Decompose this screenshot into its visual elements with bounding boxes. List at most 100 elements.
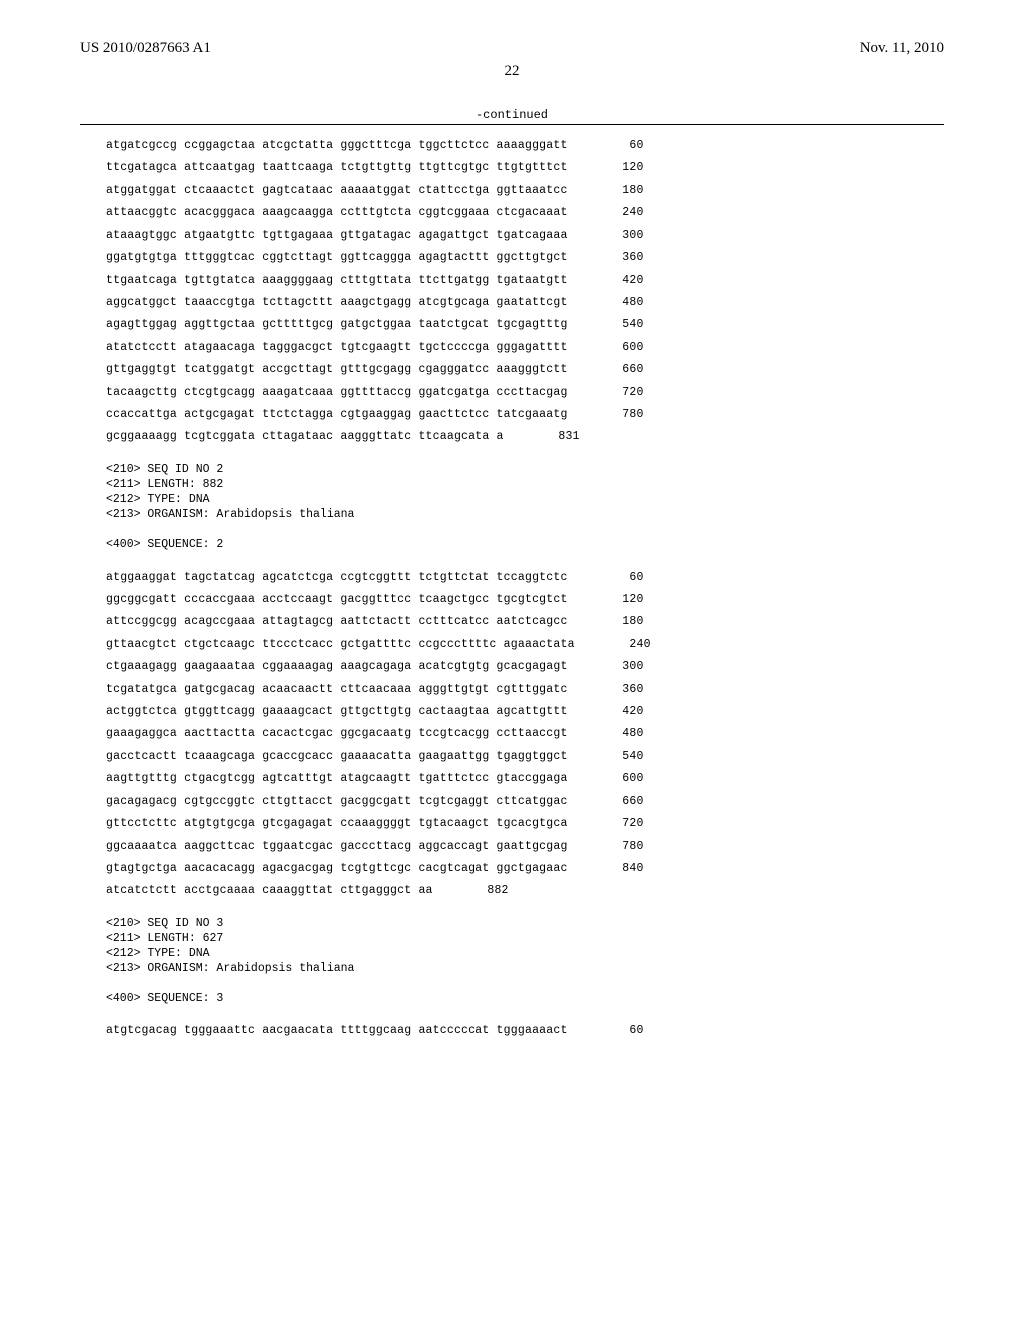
sequence-text: gttgaggtgt tcatggatgt accgcttagt gtttgcg…: [106, 359, 568, 381]
sequence-line: ctgaaagagg gaagaaataa cggaaaagag aaagcag…: [106, 656, 944, 678]
sequence-position: 660: [592, 359, 644, 381]
sequence-position: 840: [592, 858, 644, 880]
sequence-line: ataaagtggc atgaatgttc tgttgagaaa gttgata…: [106, 225, 944, 247]
sequence-position: 831: [528, 426, 580, 448]
sequence-line: atggatggat ctcaaactct gagtcataac aaaaatg…: [106, 180, 944, 202]
sequence-text: gttcctcttc atgtgtgcga gtcgagagat ccaaagg…: [106, 813, 568, 835]
sequence-text: gttaacgtct ctgctcaagc ttccctcacc gctgatt…: [106, 634, 575, 656]
sequence-line: atatctcctt atagaacaga tagggacgct tgtcgaa…: [106, 337, 944, 359]
sequence-position: 120: [592, 157, 644, 179]
sequence-line: ttcgatagca attcaatgag taattcaaga tctgttg…: [106, 157, 944, 179]
sequence-line: gacctcactt tcaaagcaga gcaccgcacc gaaaaca…: [106, 746, 944, 768]
sequence-text: ggcaaaatca aaggcttcac tggaatcgac gaccctt…: [106, 836, 568, 858]
sequence-line: ggatgtgtga tttgggtcac cggtcttagt ggttcag…: [106, 247, 944, 269]
sequence-block-1: atgatcgccg ccggagctaa atcgctatta gggcttt…: [106, 135, 944, 449]
sequence-position: 60: [592, 135, 644, 157]
page-number: 22: [80, 63, 944, 80]
sequence-text: agagttggag aggttgctaa gctttttgcg gatgctg…: [106, 314, 568, 336]
sequence-line: gaaagaggca aacttactta cacactcgac ggcgaca…: [106, 723, 944, 745]
sequence-position: 600: [592, 768, 644, 790]
sequence-text: aagttgtttg ctgacgtcgg agtcatttgt atagcaa…: [106, 768, 568, 790]
sequence-position: 420: [592, 270, 644, 292]
doc-date: Nov. 11, 2010: [860, 40, 944, 57]
sequence-position: 720: [592, 382, 644, 404]
sequence-line: atcatctctt acctgcaaaa caaaggttat cttgagg…: [106, 880, 944, 902]
sequence-position: 660: [592, 791, 644, 813]
sequence-line: actggtctca gtggttcagg gaaaagcact gttgctt…: [106, 701, 944, 723]
sequence-position: 780: [592, 404, 644, 426]
sequence-text: atggaaggat tagctatcag agcatctcga ccgtcgg…: [106, 567, 568, 589]
sequence-line: ccaccattga actgcgagat ttctctagga cgtgaag…: [106, 404, 944, 426]
sequence-text: ttcgatagca attcaatgag taattcaaga tctgttg…: [106, 157, 568, 179]
sequence-text: gtagtgctga aacacacagg agacgacgag tcgtgtt…: [106, 858, 568, 880]
sequence-line: agagttggag aggttgctaa gctttttgcg gatgctg…: [106, 314, 944, 336]
sequence-line: ggcaaaatca aaggcttcac tggaatcgac gaccctt…: [106, 836, 944, 858]
sequence-position: 300: [592, 656, 644, 678]
sequence-text: aggcatggct taaaccgtga tcttagcttt aaagctg…: [106, 292, 568, 314]
sequence-line: aggcatggct taaaccgtga tcttagcttt aaagctg…: [106, 292, 944, 314]
sequence-text: attaacggtc acacgggaca aaagcaagga cctttgt…: [106, 202, 568, 224]
sequence-line: tcgatatgca gatgcgacag acaacaactt cttcaac…: [106, 679, 944, 701]
sequence-text: tcgatatgca gatgcgacag acaacaactt cttcaac…: [106, 679, 568, 701]
sequence-line: atgatcgccg ccggagctaa atcgctatta gggcttt…: [106, 135, 944, 157]
sequence-text: ttgaatcaga tgttgtatca aaaggggaag ctttgtt…: [106, 270, 568, 292]
sequence-block-2: atggaaggat tagctatcag agcatctcga ccgtcgg…: [106, 567, 944, 903]
sequence-position: 420: [592, 701, 644, 723]
sequence-position: 360: [592, 247, 644, 269]
sequence-line: gttgaggtgt tcatggatgt accgcttagt gtttgcg…: [106, 359, 944, 381]
sequence-block-3: atgtcgacag tgggaaattc aacgaacata ttttggc…: [106, 1020, 944, 1042]
seq-meta-3: <210> SEQ ID NO 3 <211> LENGTH: 627 <212…: [106, 917, 944, 1007]
sequence-position: 300: [592, 225, 644, 247]
doc-number: US 2010/0287663 A1: [80, 40, 211, 57]
sequence-text: ggatgtgtga tttgggtcac cggtcttagt ggttcag…: [106, 247, 568, 269]
sequence-position: 480: [592, 292, 644, 314]
sequence-line: gttaacgtct ctgctcaagc ttccctcacc gctgatt…: [106, 634, 944, 656]
sequence-line: aagttgtttg ctgacgtcgg agtcatttgt atagcaa…: [106, 768, 944, 790]
page-header: US 2010/0287663 A1 Nov. 11, 2010: [80, 40, 944, 57]
sequence-position: 180: [592, 611, 644, 633]
sequence-text: atatctcctt atagaacaga tagggacgct tgtcgaa…: [106, 337, 568, 359]
sequence-text: ctgaaagagg gaagaaataa cggaaaagag aaagcag…: [106, 656, 568, 678]
sequence-text: gacctcactt tcaaagcaga gcaccgcacc gaaaaca…: [106, 746, 568, 768]
sequence-position: 780: [592, 836, 644, 858]
sequence-line: ttgaatcaga tgttgtatca aaaggggaag ctttgtt…: [106, 270, 944, 292]
sequence-position: 60: [592, 567, 644, 589]
sequence-text: atcatctctt acctgcaaaa caaaggttat cttgagg…: [106, 880, 433, 902]
sequence-line: gttcctcttc atgtgtgcga gtcgagagat ccaaagg…: [106, 813, 944, 835]
sequence-position: 240: [592, 202, 644, 224]
sequence-text: ccaccattga actgcgagat ttctctagga cgtgaag…: [106, 404, 568, 426]
sequence-line: attccggcgg acagccgaaa attagtagcg aattcta…: [106, 611, 944, 633]
continued-label: -continued: [80, 108, 944, 122]
sequence-line: tacaagcttg ctcgtgcagg aaagatcaaa ggtttta…: [106, 382, 944, 404]
sequence-text: attccggcgg acagccgaaa attagtagcg aattcta…: [106, 611, 568, 633]
sequence-text: atggatggat ctcaaactct gagtcataac aaaaatg…: [106, 180, 568, 202]
sequence-text: gcggaaaagg tcgtcggata cttagataac aagggtt…: [106, 426, 504, 448]
sequence-line: gtagtgctga aacacacagg agacgacgag tcgtgtt…: [106, 858, 944, 880]
sequence-position: 720: [592, 813, 644, 835]
sequence-line: attaacggtc acacgggaca aaagcaagga cctttgt…: [106, 202, 944, 224]
sequence-text: actggtctca gtggttcagg gaaaagcact gttgctt…: [106, 701, 568, 723]
sequence-position: 540: [592, 746, 644, 768]
sequence-position: 480: [592, 723, 644, 745]
sequence-text: gacagagacg cgtgccggtc cttgttacct gacggcg…: [106, 791, 568, 813]
sequence-position: 540: [592, 314, 644, 336]
sequence-position: 600: [592, 337, 644, 359]
sequence-position: 120: [592, 589, 644, 611]
sequence-line: gcggaaaagg tcgtcggata cttagataac aagggtt…: [106, 426, 944, 448]
sequence-text: tacaagcttg ctcgtgcagg aaagatcaaa ggtttta…: [106, 382, 568, 404]
page: US 2010/0287663 A1 Nov. 11, 2010 22 -con…: [0, 0, 1024, 1320]
sequence-line: ggcggcgatt cccaccgaaa acctccaagt gacggtt…: [106, 589, 944, 611]
sequence-position: 60: [592, 1020, 644, 1042]
sequence-position: 882: [457, 880, 509, 902]
sequence-text: ggcggcgatt cccaccgaaa acctccaagt gacggtt…: [106, 589, 568, 611]
sequence-text: atgatcgccg ccggagctaa atcgctatta gggcttt…: [106, 135, 568, 157]
sequence-text: atgtcgacag tgggaaattc aacgaacata ttttggc…: [106, 1020, 568, 1042]
section-rule: [80, 124, 944, 125]
sequence-line: atgtcgacag tgggaaattc aacgaacata ttttggc…: [106, 1020, 944, 1042]
sequence-text: gaaagaggca aacttactta cacactcgac ggcgaca…: [106, 723, 568, 745]
sequence-line: atggaaggat tagctatcag agcatctcga ccgtcgg…: [106, 567, 944, 589]
seq-meta-2: <210> SEQ ID NO 2 <211> LENGTH: 882 <212…: [106, 463, 944, 553]
sequence-text: ataaagtggc atgaatgttc tgttgagaaa gttgata…: [106, 225, 568, 247]
sequence-position: 180: [592, 180, 644, 202]
sequence-position: 240: [599, 634, 651, 656]
